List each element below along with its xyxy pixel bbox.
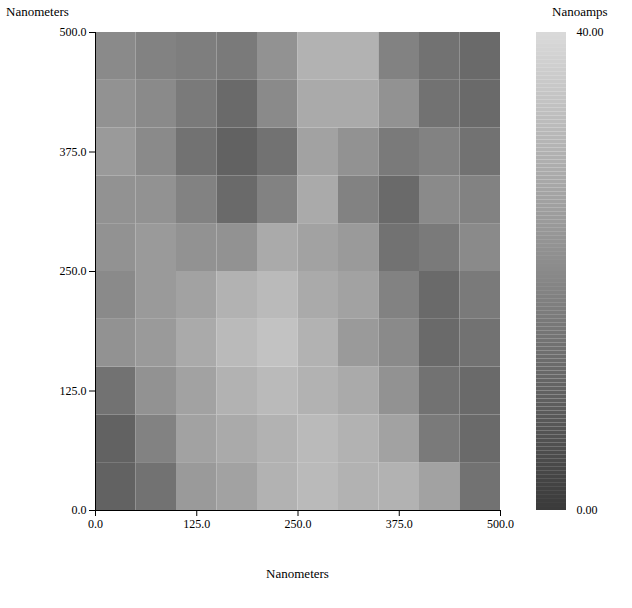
html-text:Nanometers: Nanometers — [6, 4, 69, 19]
html-text:Nanometers: Nanometers — [266, 566, 329, 581]
svg-text:125.0: 125.0 — [183, 517, 210, 531]
svg-text:0.0: 0.0 — [88, 517, 103, 531]
svg-text:375.0: 375.0 — [386, 517, 413, 531]
svg-text:500.0: 500.0 — [487, 517, 514, 531]
svg-text:250.0: 250.0 — [285, 517, 312, 531]
svg-text:375.0: 375.0 — [60, 145, 87, 159]
svg-text:500.0: 500.0 — [60, 25, 87, 39]
svg-text:250.0: 250.0 — [60, 264, 87, 278]
svg-text:0.0: 0.0 — [72, 503, 87, 517]
svg-text:40.00: 40.00 — [577, 25, 604, 39]
html-text:Nanoamps: Nanoamps — [552, 4, 608, 19]
svg-text:0.00: 0.00 — [577, 503, 598, 517]
svg-text:125.0: 125.0 — [60, 384, 87, 398]
